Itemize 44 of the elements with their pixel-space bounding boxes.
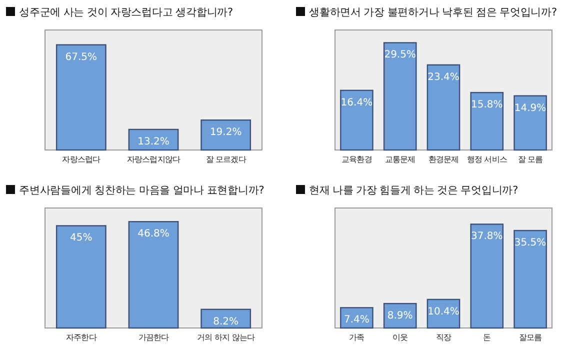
x-tick-label: 자주한다 xyxy=(66,333,97,342)
bar xyxy=(470,224,504,329)
x-tick-label: 자랑스럽지않다 xyxy=(126,155,180,164)
bar xyxy=(470,92,504,151)
x-tick-label: 잘모름 xyxy=(518,333,542,342)
chart-title: 현재 나를 가장 힘들게 하는 것은 무엇입니까? xyxy=(309,184,518,196)
x-tick-label: 직장 xyxy=(436,333,452,342)
bar xyxy=(514,95,547,151)
bar xyxy=(340,307,374,329)
bar xyxy=(426,64,460,151)
x-tick-label: 이웃 xyxy=(392,333,408,342)
data-label: 8.2% xyxy=(213,316,239,328)
bar xyxy=(383,42,417,151)
data-label: 37.8% xyxy=(471,231,503,242)
bar xyxy=(514,230,547,329)
x-tick-label: 돈 xyxy=(483,333,492,342)
x-tick-label: 교육환경 xyxy=(341,155,372,164)
data-label: 67.5% xyxy=(65,52,98,63)
chart-title: 주변사람들에게 칭찬하는 마음을 얼마나 표현합니까? xyxy=(19,184,264,196)
data-label: 35.5% xyxy=(514,238,546,249)
chart-title: 성주군에 사는 것이 자랑스럽다고 생각합니까? xyxy=(19,6,233,18)
data-label: 16.4% xyxy=(340,97,373,108)
data-label: 8.9% xyxy=(387,310,413,322)
x-tick-label: 행정 서비스 xyxy=(466,155,508,164)
x-tick-label: 교통문제 xyxy=(384,155,416,164)
data-label: 23.4% xyxy=(428,72,460,83)
data-label: 29.5% xyxy=(384,50,416,61)
data-label: 10.4% xyxy=(428,306,460,318)
data-label: 46.8% xyxy=(138,228,170,240)
data-label: 7.4% xyxy=(344,314,370,326)
x-tick-label: 가끔한다 xyxy=(138,333,170,342)
data-label: 45% xyxy=(70,232,92,244)
data-label: 14.9% xyxy=(514,102,546,114)
bar xyxy=(340,90,374,151)
x-tick-label: 가족 xyxy=(349,333,365,342)
data-label: 13.2% xyxy=(138,136,170,148)
x-tick-label: 잘 모르겠다 xyxy=(206,155,246,164)
data-label: 15.8% xyxy=(471,100,503,111)
x-tick-label: 자랑스럽다 xyxy=(62,155,101,164)
data-label: 19.2% xyxy=(210,127,242,138)
x-tick-label: 잘 모름 xyxy=(518,155,544,164)
x-tick-label: 거의 하지 않는다 xyxy=(197,333,255,342)
x-tick-label: 환경문제 xyxy=(428,155,459,164)
chart-title: 생활하면서 가장 불편하거나 낙후된 점은 무엇입니까? xyxy=(309,6,556,18)
